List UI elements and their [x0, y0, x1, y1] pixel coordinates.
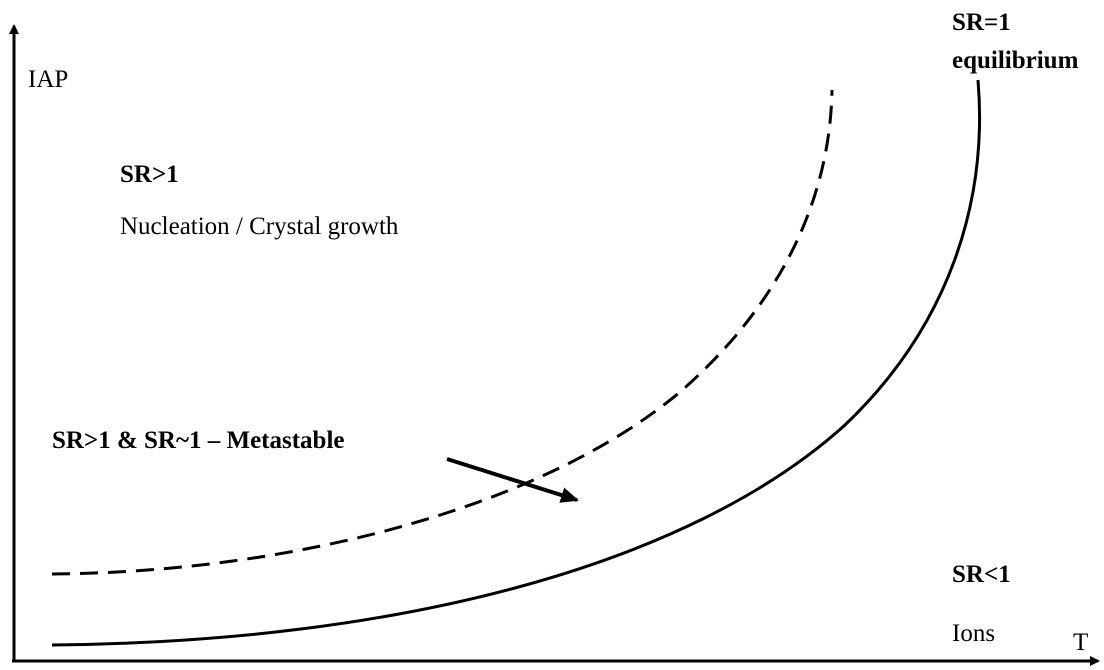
region-title: SR>1 & SR~1 – Metastable — [52, 427, 345, 454]
equilibrium-curve — [51, 79, 982, 647]
pointer-arrow — [446, 457, 579, 503]
y-axis-label: IAP — [28, 66, 68, 93]
region-title: SR<1 — [952, 561, 1011, 588]
region-description: Ions — [952, 620, 995, 647]
region-subtitle: equilibrium — [952, 47, 1079, 74]
metastable-curve — [51, 89, 834, 576]
region-description: Nucleation / Crystal growth — [120, 213, 399, 240]
x-axis-label: T — [1073, 629, 1088, 656]
region-title: SR=1 — [952, 9, 1011, 36]
region-title: SR>1 — [120, 161, 179, 188]
